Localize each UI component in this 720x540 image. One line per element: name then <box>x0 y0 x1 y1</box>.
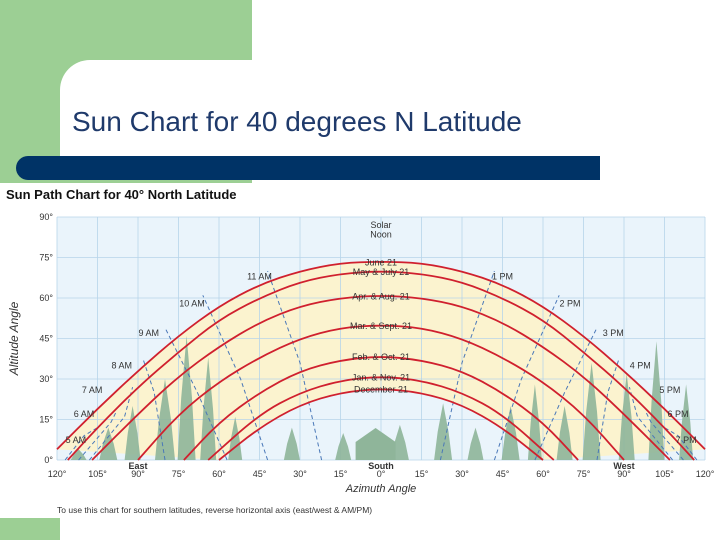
day-label: Jan. & Nov. 21 <box>352 372 410 382</box>
sun-path-line <box>183 356 579 461</box>
hour-label: 7 AM <box>82 385 103 395</box>
hour-label: 7 PM <box>676 435 697 445</box>
hour-line <box>534 327 598 461</box>
x-tick-label: 45° <box>253 469 267 479</box>
tree-silhouette <box>582 362 601 460</box>
x-tick-label: 120° <box>48 469 67 479</box>
horizon-trees <box>70 335 694 460</box>
x-tick-label: 30° <box>293 469 307 479</box>
y-axis-title: Altitude Angle <box>7 301 21 376</box>
x-tick-label: 105° <box>655 469 674 479</box>
tree-silhouette <box>501 406 520 460</box>
x-tick-label: 90° <box>131 469 145 479</box>
hour-line <box>267 270 323 461</box>
chart-title: Sun Path Chart for 40° North Latitude <box>6 187 237 202</box>
solar-noon-label: Noon <box>370 229 392 239</box>
x-tick-label: 45° <box>496 469 510 479</box>
tree-silhouette <box>556 406 573 460</box>
day-label: Feb. & Oct. 21 <box>352 352 410 362</box>
hour-label: 1 PM <box>492 271 513 281</box>
tree-silhouette <box>155 379 175 460</box>
x-tick-label: 120° <box>696 469 715 479</box>
direction-label: East <box>128 461 147 471</box>
y-tick-label: 15° <box>39 415 53 425</box>
y-tick-label: 0° <box>44 455 53 465</box>
x-tick-label: 105° <box>88 469 107 479</box>
hour-line <box>64 427 98 461</box>
hour-line <box>202 295 269 461</box>
slide-title: Sun Chart for 40 degrees N Latitude <box>72 106 522 137</box>
day-label: Mar. & Sept. 21 <box>350 321 412 331</box>
hour-label: 6 PM <box>667 409 688 419</box>
tree-silhouette <box>177 335 196 460</box>
hour-line <box>78 411 117 461</box>
x-tick-label: 60° <box>536 469 550 479</box>
y-tick-label: 60° <box>39 293 53 303</box>
hour-label: 5 PM <box>659 385 680 395</box>
hour-label: 3 PM <box>603 328 624 338</box>
y-tick-label: 90° <box>39 212 53 222</box>
hour-line <box>664 427 698 461</box>
sun-path-chart: Sun Path Chart for 40° North Latitude Ju… <box>0 183 720 518</box>
x-tick-label: 0° <box>377 469 386 479</box>
x-tick-label: 15° <box>334 469 348 479</box>
hour-label: 8 AM <box>112 361 133 371</box>
hour-line <box>164 327 228 461</box>
x-tick-label: 90° <box>617 469 631 479</box>
direction-label: South <box>368 461 394 471</box>
x-tick-label: 75° <box>172 469 186 479</box>
sun-path-line <box>56 260 706 450</box>
x-tick-label: 60° <box>212 469 226 479</box>
hour-line <box>645 411 684 461</box>
hour-label: 9 AM <box>139 328 160 338</box>
hour-line <box>596 359 620 461</box>
tree-silhouette <box>200 357 217 460</box>
sun-path-line <box>207 376 555 461</box>
tree-silhouette <box>335 433 352 460</box>
hour-label: 10 AM <box>179 298 205 308</box>
y-tick-label: 75° <box>39 253 53 263</box>
tree-silhouette <box>467 427 484 460</box>
x-axis-title: Azimuth Angle <box>345 483 417 495</box>
day-label: Apr. & Aug. 21 <box>352 291 410 301</box>
day-label: June 21 <box>365 258 397 268</box>
house-silhouette <box>355 428 396 460</box>
title-underline-bar <box>16 156 600 180</box>
hour-line <box>439 270 495 461</box>
x-tick-label: 15° <box>415 469 429 479</box>
sun-path-line <box>137 324 625 461</box>
day-label: December 21 <box>354 384 408 394</box>
tree-silhouette <box>283 427 300 460</box>
hour-label: 2 PM <box>559 298 580 308</box>
direction-label: West <box>613 461 634 471</box>
hour-line <box>493 295 560 461</box>
tree-silhouette <box>124 406 141 460</box>
y-tick-label: 45° <box>39 334 53 344</box>
hour-label: 5 AM <box>66 435 87 445</box>
x-tick-label: 75° <box>577 469 591 479</box>
x-tick-label: 30° <box>455 469 469 479</box>
chart-footnote: To use this chart for southern latitudes… <box>57 505 372 515</box>
solar-noon-label: Solar <box>370 220 391 230</box>
y-tick-label: 30° <box>39 374 53 384</box>
sun-path-line <box>218 388 544 461</box>
hour-label: 11 AM <box>247 271 272 281</box>
decorative-green-corner <box>0 518 60 540</box>
tree-silhouette <box>434 403 453 460</box>
tree-silhouette <box>70 449 87 460</box>
hour-label: 6 AM <box>74 409 95 419</box>
hour-line <box>142 359 166 461</box>
sun-path-line <box>91 295 671 461</box>
day-label: May & July 21 <box>353 267 410 277</box>
hour-label: 4 PM <box>630 361 651 371</box>
sun-path-line <box>67 270 695 461</box>
